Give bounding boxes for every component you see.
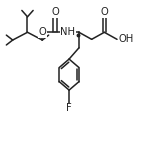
Text: NH: NH xyxy=(60,27,75,37)
Text: O: O xyxy=(101,7,108,17)
Text: F: F xyxy=(66,104,72,114)
Text: OH: OH xyxy=(118,34,133,44)
Text: O: O xyxy=(38,27,46,37)
Text: O: O xyxy=(51,7,59,17)
